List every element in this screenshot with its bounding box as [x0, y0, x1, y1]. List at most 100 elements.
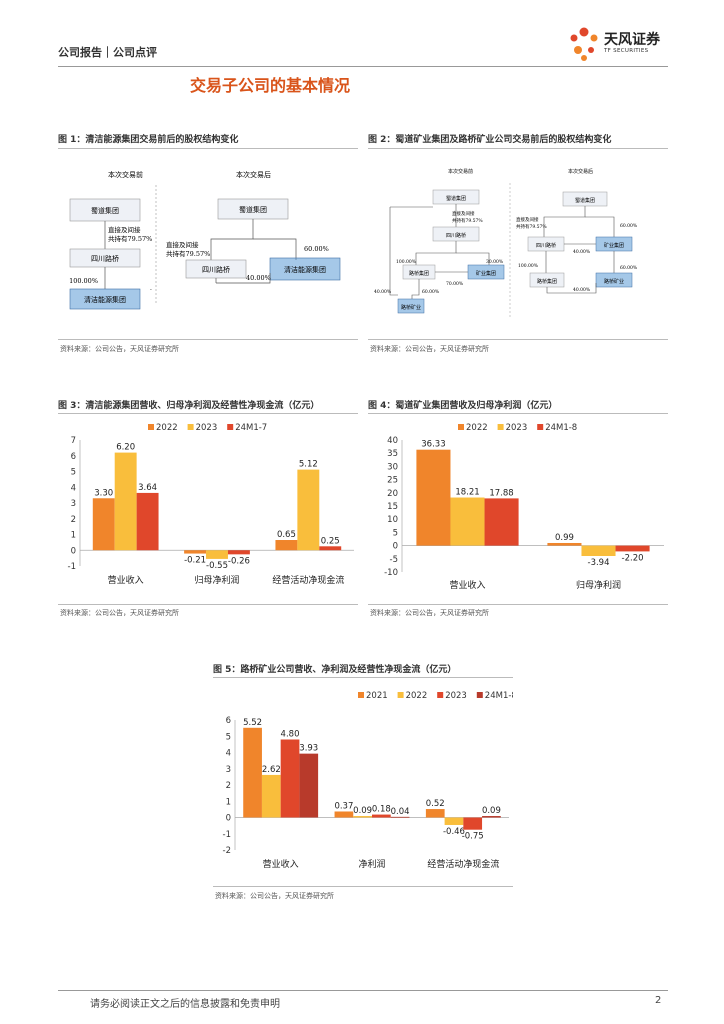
fig5-source: 资料来源：公司公告，天风证券研究所 [215, 892, 334, 900]
fig2-before-p-br: 60.00% [422, 289, 440, 295]
y-tick-label: 30 [387, 462, 398, 472]
legend-label: 2022 [156, 423, 178, 433]
fig2-before-top: 蜀道集团 [446, 195, 466, 202]
y-tick-label: 4 [71, 483, 76, 493]
legend-label: 24M1-7 [235, 423, 267, 433]
bar [206, 550, 228, 559]
fig2-after-p-bottom: 40.00% [573, 287, 591, 293]
fig2-after-bl: 路桥集团 [537, 278, 557, 285]
fig2-before-edge1b: 共持有79.57% [452, 217, 483, 224]
data-label: 0.65 [277, 530, 296, 540]
fig2-title: 图 2：蜀道矿业集团及路桥矿业公司交易前后的股权结构变化 [368, 135, 612, 145]
legend-swatch [397, 692, 404, 698]
footer-disclaimer: 请务必阅读正文之后的信息披露和免责申明 [90, 999, 280, 1010]
bar [227, 550, 250, 555]
fig1-after-edge-bottom: 40.00% [246, 274, 271, 282]
data-label: 0.18 [372, 805, 391, 815]
y-tick-label: 5 [393, 528, 398, 538]
bar [450, 497, 485, 546]
bar [372, 814, 391, 818]
logo-text-cn: 天风证券 [604, 32, 660, 48]
y-tick-label: -1 [223, 830, 231, 840]
fig2-after-p-top-right: 60.00% [620, 223, 638, 229]
fig2-before-mid: 四川路桥 [446, 232, 466, 239]
y-tick-label: 25 [387, 476, 398, 486]
fig3-source-rule [58, 604, 358, 605]
bar [390, 816, 410, 818]
y-tick-label: 3 [71, 499, 76, 509]
fig1-before-edge1b: 共持有79.57% [108, 234, 152, 243]
bar [581, 545, 616, 557]
y-tick-label: -2 [223, 846, 231, 856]
y-tick-label: 40 [387, 436, 398, 446]
data-label: -0.55 [206, 561, 228, 571]
report-type-label: 公司报告｜公司点评 [58, 46, 157, 59]
category-label: 净利润 [358, 858, 385, 870]
fig2-title-rule [368, 148, 668, 149]
legend-swatch [437, 692, 444, 698]
fig3-title: 图 3：清洁能源集团营收、归母净利润及经营性净现金流（亿元） [58, 401, 320, 411]
page-number: 2 [655, 995, 662, 1006]
data-label: 5.52 [243, 718, 262, 728]
fig2-before-p-mid: 70.00% [446, 281, 464, 287]
fig1-after-top: 蜀道集团 [239, 205, 267, 214]
y-tick-label: 7 [71, 436, 76, 446]
y-tick-label: 2 [71, 515, 76, 525]
data-label: 2.62 [262, 765, 281, 775]
fig1-before-edge2: 100.00% [69, 277, 98, 285]
fig3-chart: 7 6 5 4 3 2 1 0 -1 2022 2023 24M1-7 3.30 6.20 3.64 营业收入… [68, 423, 354, 586]
y-tick-label: 15 [387, 502, 398, 512]
category-label: 经营活动净现金流 [427, 858, 499, 870]
bar [297, 469, 320, 551]
bar [463, 817, 483, 830]
bar [334, 811, 354, 818]
bar [299, 753, 319, 818]
category-label: 归母净利润 [576, 579, 621, 591]
fig5-title-rule [213, 677, 513, 678]
data-label: 18.21 [455, 488, 479, 498]
fig5-chart: 6 5 4 3 2 1 0 -1 -2 2021 2022 2023 24M1-8 5.52 2.62 4.8… [223, 691, 513, 870]
fig2-after-left: 四川路桥 [536, 242, 556, 249]
category-label: 归母净利润 [194, 574, 239, 586]
category-label: 营业收入 [108, 574, 144, 586]
y-tick-label: 5 [71, 468, 76, 478]
y-tick-label: 35 [387, 449, 398, 459]
fig5-title: 图 5：路桥矿业公司营收、净利润及经营性净现金流（亿元） [213, 665, 457, 675]
bar [444, 817, 464, 825]
fig2-after-p-left-down: 100.00% [518, 263, 539, 269]
fig2-after-right: 矿业集团 [604, 242, 624, 249]
data-label: -3.94 [588, 558, 610, 568]
data-label: -0.46 [443, 827, 465, 837]
legend-swatch [227, 424, 234, 430]
fig1-after-heading: 本次交易后 [236, 170, 271, 179]
fig2-before-bottom: 路桥矿业 [401, 304, 421, 311]
y-tick-label: -5 [390, 555, 398, 565]
data-label: -2.20 [622, 553, 644, 563]
fig1-after-edge-left-b: 共持有79.57% [166, 249, 210, 258]
bar [416, 449, 451, 546]
legend-label: 24M1-8 [545, 423, 577, 433]
legend-swatch [537, 424, 544, 430]
fig1-title: 图 1：清洁能源集团交易前后的股权结构变化 [58, 135, 239, 145]
footer-divider [58, 990, 668, 991]
legend-label: 2023 [506, 423, 528, 433]
fig2-before-p-right: 30.00% [486, 259, 504, 265]
fig1-source: 资料来源：公司公告，天风证券研究所 [60, 345, 179, 353]
fig2-after-heading: 本次交易后 [568, 168, 593, 175]
fig2-before-heading: 本次交易前 [448, 168, 473, 175]
data-label: -0.75 [462, 832, 484, 842]
data-label: 4.80 [281, 730, 300, 740]
fig4-title-rule [368, 413, 668, 414]
fig1-after-edge-left-a: 直接及间接 [166, 240, 199, 249]
fig4-source-rule [368, 604, 668, 605]
legend-swatch [187, 424, 194, 430]
bar [261, 774, 281, 818]
fig1-before-mid: 四川路桥 [91, 254, 119, 263]
fig1-equity-diagram: 本次交易前 蜀道集团 直接及间接 共持有79.57% 四川路桥 100.00% … [69, 170, 341, 310]
bar [243, 727, 262, 818]
legend-swatch [358, 692, 364, 698]
fig1-after-left: 四川路桥 [202, 265, 230, 274]
legend-label: 2023 [445, 691, 467, 701]
bar [484, 498, 519, 546]
legend-label: 24M1-8 [485, 691, 513, 701]
